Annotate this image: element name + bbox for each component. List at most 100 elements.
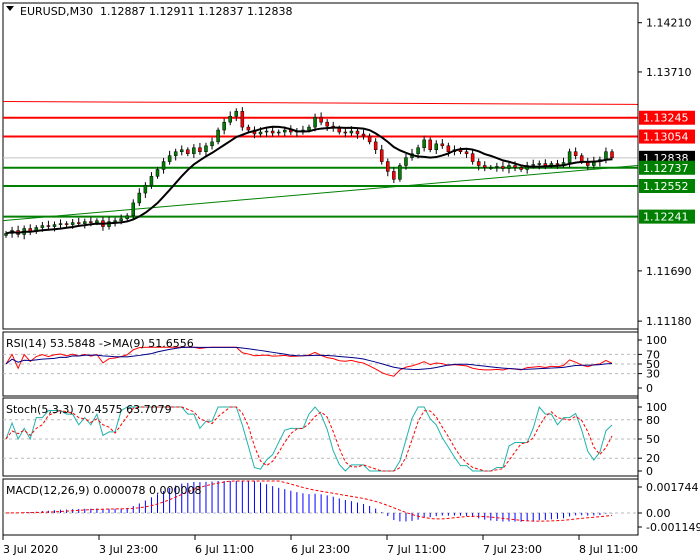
price-level-badge (639, 110, 695, 125)
time-tick-label: 7 Jul 11:00 (387, 543, 446, 556)
candle-body (186, 149, 190, 154)
candle-body (392, 171, 396, 180)
candle-body (307, 126, 311, 131)
rsi-label: RSI(14) 53.5848 ->MA(9) 51.6556 (6, 337, 194, 350)
candle-body (610, 151, 614, 159)
candle-body (325, 121, 329, 127)
candle-body (76, 222, 81, 224)
indicator-tick-label: 0 (646, 382, 653, 395)
candle-body (89, 221, 93, 223)
stoch-label: Stoch(5,3,3) 70.4575 63.7079 (6, 403, 172, 416)
price-tick-label: 1.11690 (646, 265, 692, 278)
candle-body (489, 167, 493, 169)
candle-body (204, 145, 208, 152)
price-tick-label: 1.13710 (646, 66, 692, 79)
candle-body (167, 155, 172, 162)
candle-body (470, 153, 475, 162)
candle-body (531, 164, 535, 166)
candle-body (234, 111, 239, 117)
indicator-tick-label: 0.00 (646, 507, 671, 520)
candle-body (604, 151, 608, 160)
candle-body (155, 169, 160, 177)
indicator-tick-label: 30 (646, 368, 660, 381)
candle-body (513, 165, 517, 168)
candle-body (149, 176, 154, 186)
macd-panel-frame (2, 478, 639, 536)
candle-body (555, 163, 560, 165)
price-tick-label: 1.14210 (646, 17, 692, 30)
price-level-label: 1.13245 (643, 112, 689, 125)
macd-signal-line (5, 480, 613, 522)
candle-body (537, 163, 542, 165)
candle-body (46, 225, 51, 227)
candle-body (58, 223, 63, 225)
candle-body (216, 129, 220, 143)
price-level-label: 1.12552 (643, 180, 689, 193)
candle-body (361, 133, 366, 137)
candle-body (367, 135, 372, 143)
time-tick-label: 7 Jul 23:00 (483, 543, 542, 556)
candle-body (343, 131, 348, 134)
price-level-label: 1.12737 (643, 162, 689, 175)
indicator-tick-label: 20 (646, 452, 660, 465)
time-tick-label: 8 Jul 11:00 (579, 543, 638, 556)
price-tick-label: 1.11180 (646, 315, 692, 328)
indicator-tick-label: 100 (646, 401, 667, 414)
triangle-down-icon[interactable] (6, 6, 14, 11)
time-tick-label: 3 Jul 2020 (3, 543, 58, 556)
macd-panel[interactable]: 0.001744 0.00-0.001149 MACD(12,26,9) 0.00… (2, 478, 700, 536)
indicator-tick-label: -0.001149 (646, 521, 700, 534)
symbol-label: EURUSD,M30 (20, 5, 93, 18)
candle-body (573, 151, 578, 156)
macd-label: MACD(12,26,9) 0.000078 0.000008 (6, 484, 202, 497)
candle-body (398, 165, 402, 180)
candle-body (579, 155, 584, 162)
candle-body (349, 130, 354, 134)
horizontal-lines[interactable] (2, 100, 639, 222)
candle-body (264, 130, 269, 133)
candle-body (446, 145, 451, 152)
candle-body (52, 224, 57, 227)
candle-body (404, 157, 408, 166)
candle-body (95, 220, 99, 223)
candle-body (64, 223, 69, 225)
trendline (2, 165, 639, 222)
candle-body (543, 163, 548, 166)
price-level-badge (639, 129, 695, 144)
candle-body (464, 151, 469, 154)
candle-body (70, 222, 75, 225)
candle-body (482, 165, 487, 168)
stoch-main-line (5, 405, 613, 472)
candle-body (507, 165, 511, 169)
candle-body (131, 202, 136, 216)
price-level-label: 1.13054 (643, 131, 689, 144)
candle-body (283, 129, 287, 133)
candle-body (379, 149, 384, 162)
price-level-badge (639, 209, 695, 224)
price-panel[interactable]: EURUSD,M30 1.12887 1.12911 1.12837 1.128… (2, 2, 639, 330)
price-level-badge (639, 178, 695, 193)
ohlc-values: 1.12887 1.12911 1.12837 1.12838 (100, 5, 292, 18)
candle-body (83, 221, 87, 224)
candle-body (476, 161, 481, 166)
candle-body (228, 116, 232, 123)
time-tick-label: 6 Jul 23:00 (291, 543, 350, 556)
candle-body (210, 141, 214, 147)
price-axis[interactable]: 1.14210 1.13710 1.11690 1.11180 1.13245 1.130… (637, 3, 695, 535)
candle-body (161, 161, 166, 170)
candle-body (40, 225, 45, 228)
candle-body (276, 131, 281, 134)
candle-body (416, 147, 420, 154)
time-tick-label: 6 Jul 11:00 (195, 543, 254, 556)
candle-body (519, 167, 523, 170)
price-level-badge (639, 160, 695, 175)
candle-body (192, 147, 196, 154)
candle-body (270, 130, 275, 134)
candle-body (501, 166, 505, 169)
rsi-ma-line (5, 346, 613, 371)
candle-body (567, 151, 572, 163)
